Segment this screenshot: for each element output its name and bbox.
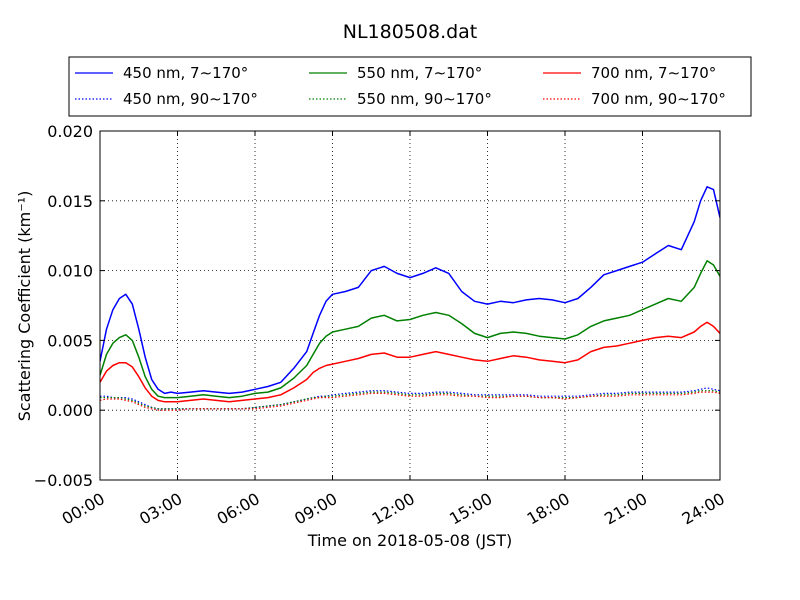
y-tick-label: 0.000 <box>47 401 93 420</box>
y-tick-label: −0.005 <box>34 471 93 490</box>
y-tick-label: 0.010 <box>47 262 93 281</box>
x-tick-label: 12:00 <box>369 489 418 529</box>
legend-label: 450 nm, 7∼170° <box>123 64 248 82</box>
legend-label: 550 nm, 7∼170° <box>357 64 482 82</box>
x-tick-label: 21:00 <box>601 489 650 529</box>
x-tick-label: 18:00 <box>524 489 573 529</box>
y-tick-label: 0.020 <box>47 122 93 141</box>
x-tick-label: 06:00 <box>214 489 263 529</box>
plot-frame <box>99 130 721 481</box>
series-line <box>100 260 720 399</box>
x-tick-label: 15:00 <box>446 489 495 529</box>
x-tick-label: 03:00 <box>136 489 185 529</box>
series-line <box>100 387 720 410</box>
series-line <box>100 391 720 411</box>
x-axis-label: Time on 2018-05-08 (JST) <box>307 531 512 550</box>
y-axis-label: Scattering Coefficient (km⁻¹) <box>15 191 34 422</box>
chart-title: NL180508.dat <box>343 21 478 43</box>
legend-label: 700 nm, 7∼170° <box>591 64 716 82</box>
x-tick-label: 09:00 <box>291 489 340 529</box>
legend-frame <box>68 56 752 117</box>
legend-label: 550 nm, 90∼170° <box>357 90 492 108</box>
series-line <box>100 186 720 395</box>
legend-label: 700 nm, 90∼170° <box>591 90 726 108</box>
series-line <box>100 390 720 410</box>
series-line <box>100 321 720 403</box>
x-tick-label: 00:00 <box>59 489 108 529</box>
series-layer <box>100 186 720 411</box>
x-tick-label: 24:00 <box>679 489 728 529</box>
legend: 450 nm, 7∼170° 550 nm, 7∼170° 700 nm, 7∼17… <box>68 56 752 117</box>
y-tick-label: 0.015 <box>47 192 93 211</box>
plot-area <box>100 131 720 480</box>
legend-label: 450 nm, 90∼170° <box>123 90 258 108</box>
y-tick-label: 0.005 <box>47 331 93 350</box>
